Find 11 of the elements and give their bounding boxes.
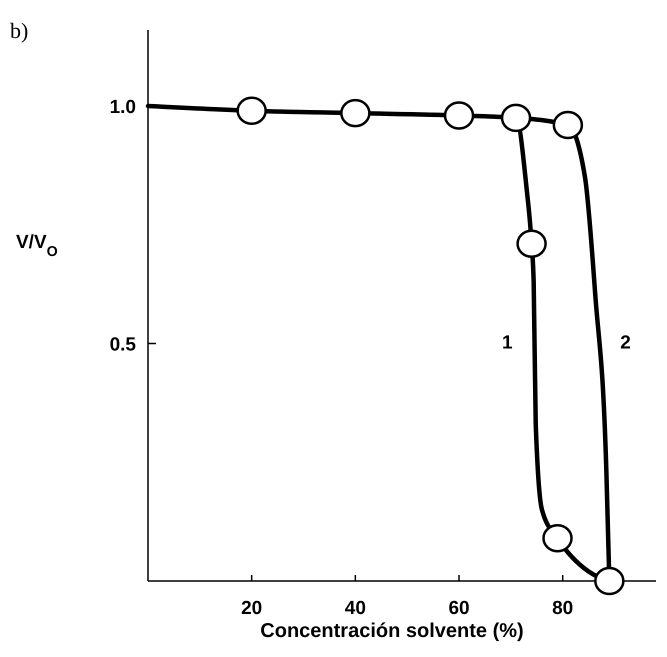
series-label: 1: [502, 332, 513, 354]
x-tick-label: 80: [552, 598, 574, 619]
x-tick-label: 20: [241, 598, 262, 619]
chart-title: b): [10, 18, 28, 43]
x-tick-label: 40: [344, 598, 366, 619]
y-axis-title: V/V$_{O}$: [16, 232, 58, 260]
x-tick-label: 60: [448, 598, 470, 619]
y-tick-label: 0.5: [110, 334, 136, 356]
series-label: 2: [620, 332, 631, 354]
x-axis-title: Concentración solvente (%): [260, 620, 524, 642]
y-tick-label: 1.0: [110, 97, 136, 118]
